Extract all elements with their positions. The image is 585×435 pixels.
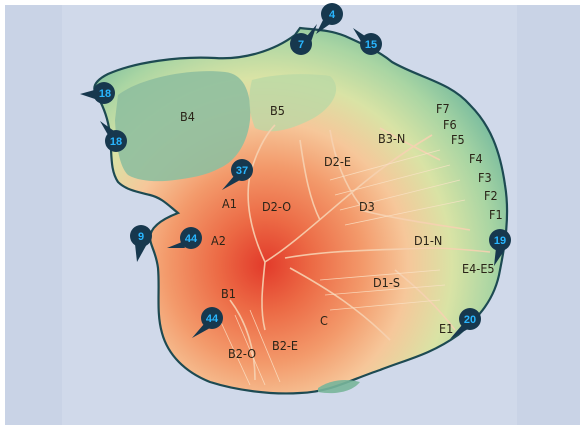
marker-number: 18 — [110, 136, 122, 148]
zone-label-d2-o: D2-O — [262, 199, 291, 214]
zone-label-f5: F5 — [451, 132, 465, 147]
marker-number: 18 — [99, 88, 111, 100]
zone-label-f2: F2 — [484, 188, 498, 203]
zone-label-f7: F7 — [436, 101, 450, 116]
zone-label-b2-e: B2-E — [272, 338, 298, 353]
marker-number: 44 — [206, 313, 219, 325]
zone-label-b4: B4 — [180, 109, 195, 124]
zone-label-b3-n: B3-N — [378, 131, 405, 146]
zone-label-d2-e: D2-E — [324, 154, 351, 169]
marker-number: 7 — [298, 39, 304, 51]
zone-label-a2: A2 — [211, 233, 226, 248]
marker-number: 44 — [185, 233, 198, 245]
zone-label-f4: F4 — [469, 151, 483, 166]
marker-number: 9 — [138, 231, 144, 243]
zone-label-e4-e5: E4-E5 — [462, 261, 495, 276]
zone-label-f1: F1 — [489, 207, 503, 222]
zone-label-e1: E1 — [439, 321, 453, 336]
zone-label-f6: F6 — [443, 117, 457, 132]
zone-label-d3: D3 — [359, 199, 375, 214]
marker-number: 20 — [464, 314, 476, 326]
zone-label-f3: F3 — [478, 170, 492, 185]
zone-label-b1: B1 — [221, 286, 236, 301]
zone-label-b5: B5 — [270, 103, 285, 118]
marker-number: 37 — [236, 165, 248, 177]
marker-number: 15 — [365, 39, 377, 51]
zone-label-a1: A1 — [222, 196, 237, 211]
marker-number: 4 — [329, 9, 336, 21]
zone-label-b2-o: B2-O — [228, 346, 256, 361]
zone-label-d1-s: D1-S — [373, 275, 400, 290]
zone-label-d1-n: D1-N — [414, 233, 442, 248]
zone-label-c: C — [320, 313, 328, 328]
marker-number: 19 — [494, 235, 506, 247]
